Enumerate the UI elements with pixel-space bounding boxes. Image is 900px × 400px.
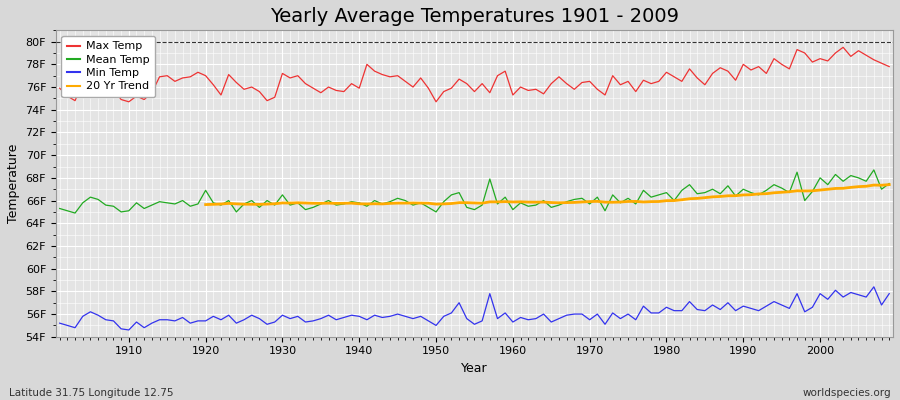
- Legend: Max Temp, Mean Temp, Min Temp, 20 Yr Trend: Max Temp, Mean Temp, Min Temp, 20 Yr Tre…: [61, 36, 155, 97]
- Y-axis label: Temperature: Temperature: [7, 144, 20, 223]
- Title: Yearly Average Temperatures 1901 - 2009: Yearly Average Temperatures 1901 - 2009: [270, 7, 679, 26]
- X-axis label: Year: Year: [461, 362, 488, 375]
- Text: Latitude 31.75 Longitude 12.75: Latitude 31.75 Longitude 12.75: [9, 388, 174, 398]
- Text: worldspecies.org: worldspecies.org: [803, 388, 891, 398]
